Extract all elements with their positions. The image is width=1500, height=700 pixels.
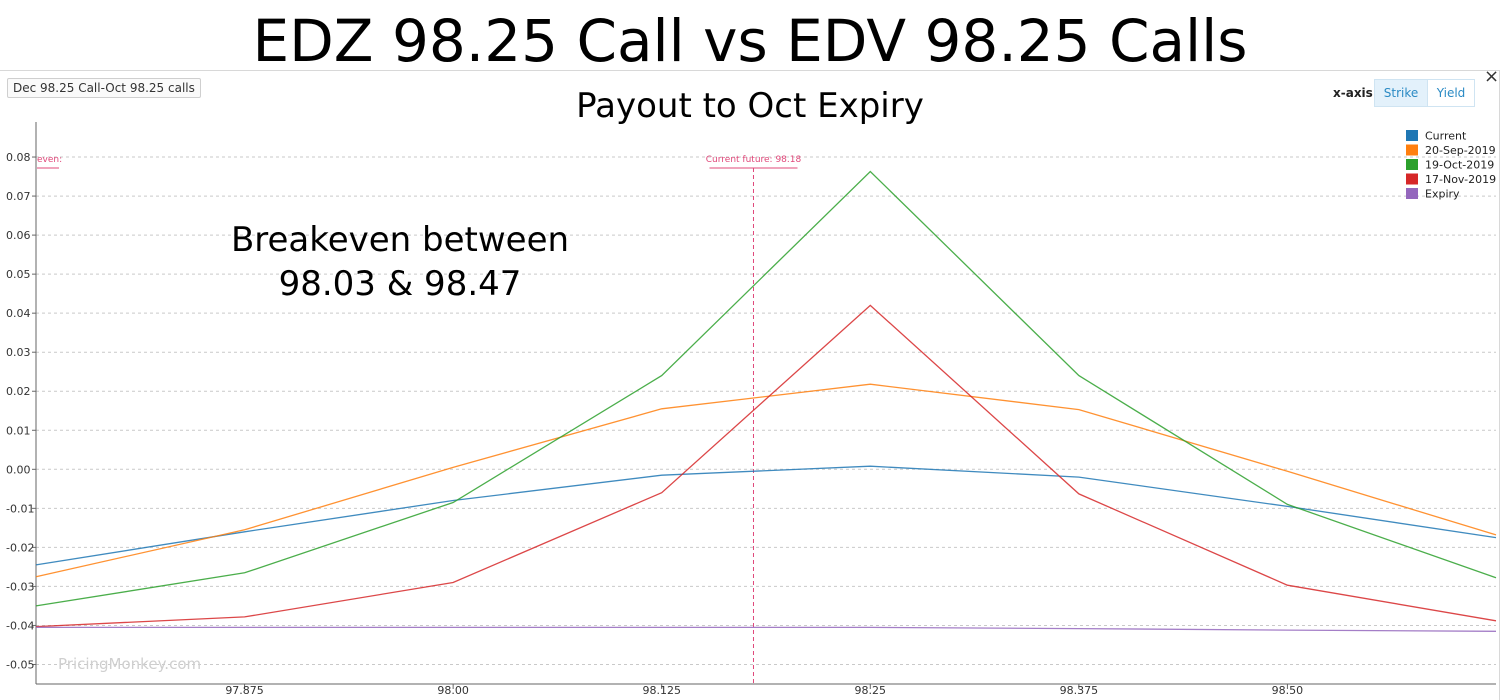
y-tick-label: -0.02 [6, 541, 34, 554]
series-line-17-nov-2019 [35, 304, 1497, 628]
legend-swatch [1406, 130, 1418, 141]
current-future-label: Current future: 98.18 [706, 155, 802, 165]
y-tick-label: 0.06 [6, 229, 31, 242]
frame-top-border [0, 70, 1500, 71]
xaxis-toggle-label: x-axis: [1333, 86, 1378, 100]
x-tick-label: 98.00 [437, 684, 469, 697]
x-tick-label: 98.50 [1272, 684, 1304, 697]
series-lines [35, 170, 1497, 632]
series-line-20-sep-2019 [35, 383, 1497, 578]
y-tick-label: 0.02 [6, 385, 31, 398]
series-line-expiry [36, 626, 1497, 632]
x-tick-label: 98.25 [855, 684, 887, 697]
y-tick-label: 0.04 [6, 307, 31, 320]
breakeven-annotation-line1: Breakeven between [230, 220, 570, 260]
y-tick-label: -0.05 [6, 658, 34, 671]
legend-swatch [1406, 173, 1418, 185]
chart-subtitle: Payout to Oct Expiry [576, 86, 924, 126]
y-tick-label: 0.01 [6, 424, 31, 437]
y-tick-label: 0.08 [6, 151, 31, 164]
legend-label: Current [1425, 130, 1467, 143]
x-tick-label: 97.875 [225, 684, 264, 697]
y-tick-label: 0.00 [6, 463, 31, 476]
watermark: PricingMonkey.com [58, 655, 202, 673]
legend-label: 20-Sep-2019 [1425, 144, 1496, 157]
y-tick-label: -0.01 [6, 502, 34, 515]
close-icon[interactable]: × [1484, 66, 1500, 87]
legend-swatch [1406, 159, 1418, 170]
markers: Current future: 98.18 even: [37, 155, 801, 684]
chart-main-title: EDZ 98.25 Call vs EDV 98.25 Calls [252, 7, 1248, 75]
breakeven-label: even: [37, 155, 62, 165]
axes: -0.05 -0.04 -0.03 -0.02 -0.01 0.00 0.01 0.02 0.0… [6, 122, 1496, 697]
y-tick-label: 0.05 [6, 268, 31, 281]
legend-label: 17-Nov-2019 [1425, 173, 1496, 186]
legend-label: 19-Oct-2019 [1425, 159, 1494, 172]
breakeven-annotation: Breakeven between 98.03 & 98.47 [200, 218, 600, 306]
y-tick-label: -0.03 [6, 580, 34, 593]
series-line-19-oct-2019 [35, 170, 1497, 607]
strategy-selector[interactable]: Dec 98.25 Call-Oct 98.25 calls [7, 78, 201, 98]
y-tick-label: 0.03 [6, 346, 31, 359]
x-tick-label: 98.375 [1060, 684, 1099, 697]
x-tick-label: 98.125 [642, 684, 681, 697]
series-line-current [35, 465, 1497, 566]
legend-label: Expiry [1425, 188, 1460, 201]
xaxis-yield-button[interactable]: Yield [1427, 79, 1475, 107]
breakeven-annotation-line2: 98.03 & 98.47 [278, 264, 522, 304]
y-tick-label: -0.04 [6, 619, 34, 632]
y-tick-label: 0.07 [6, 190, 31, 203]
legend-swatch [1406, 144, 1418, 156]
legend-swatch [1406, 188, 1418, 199]
